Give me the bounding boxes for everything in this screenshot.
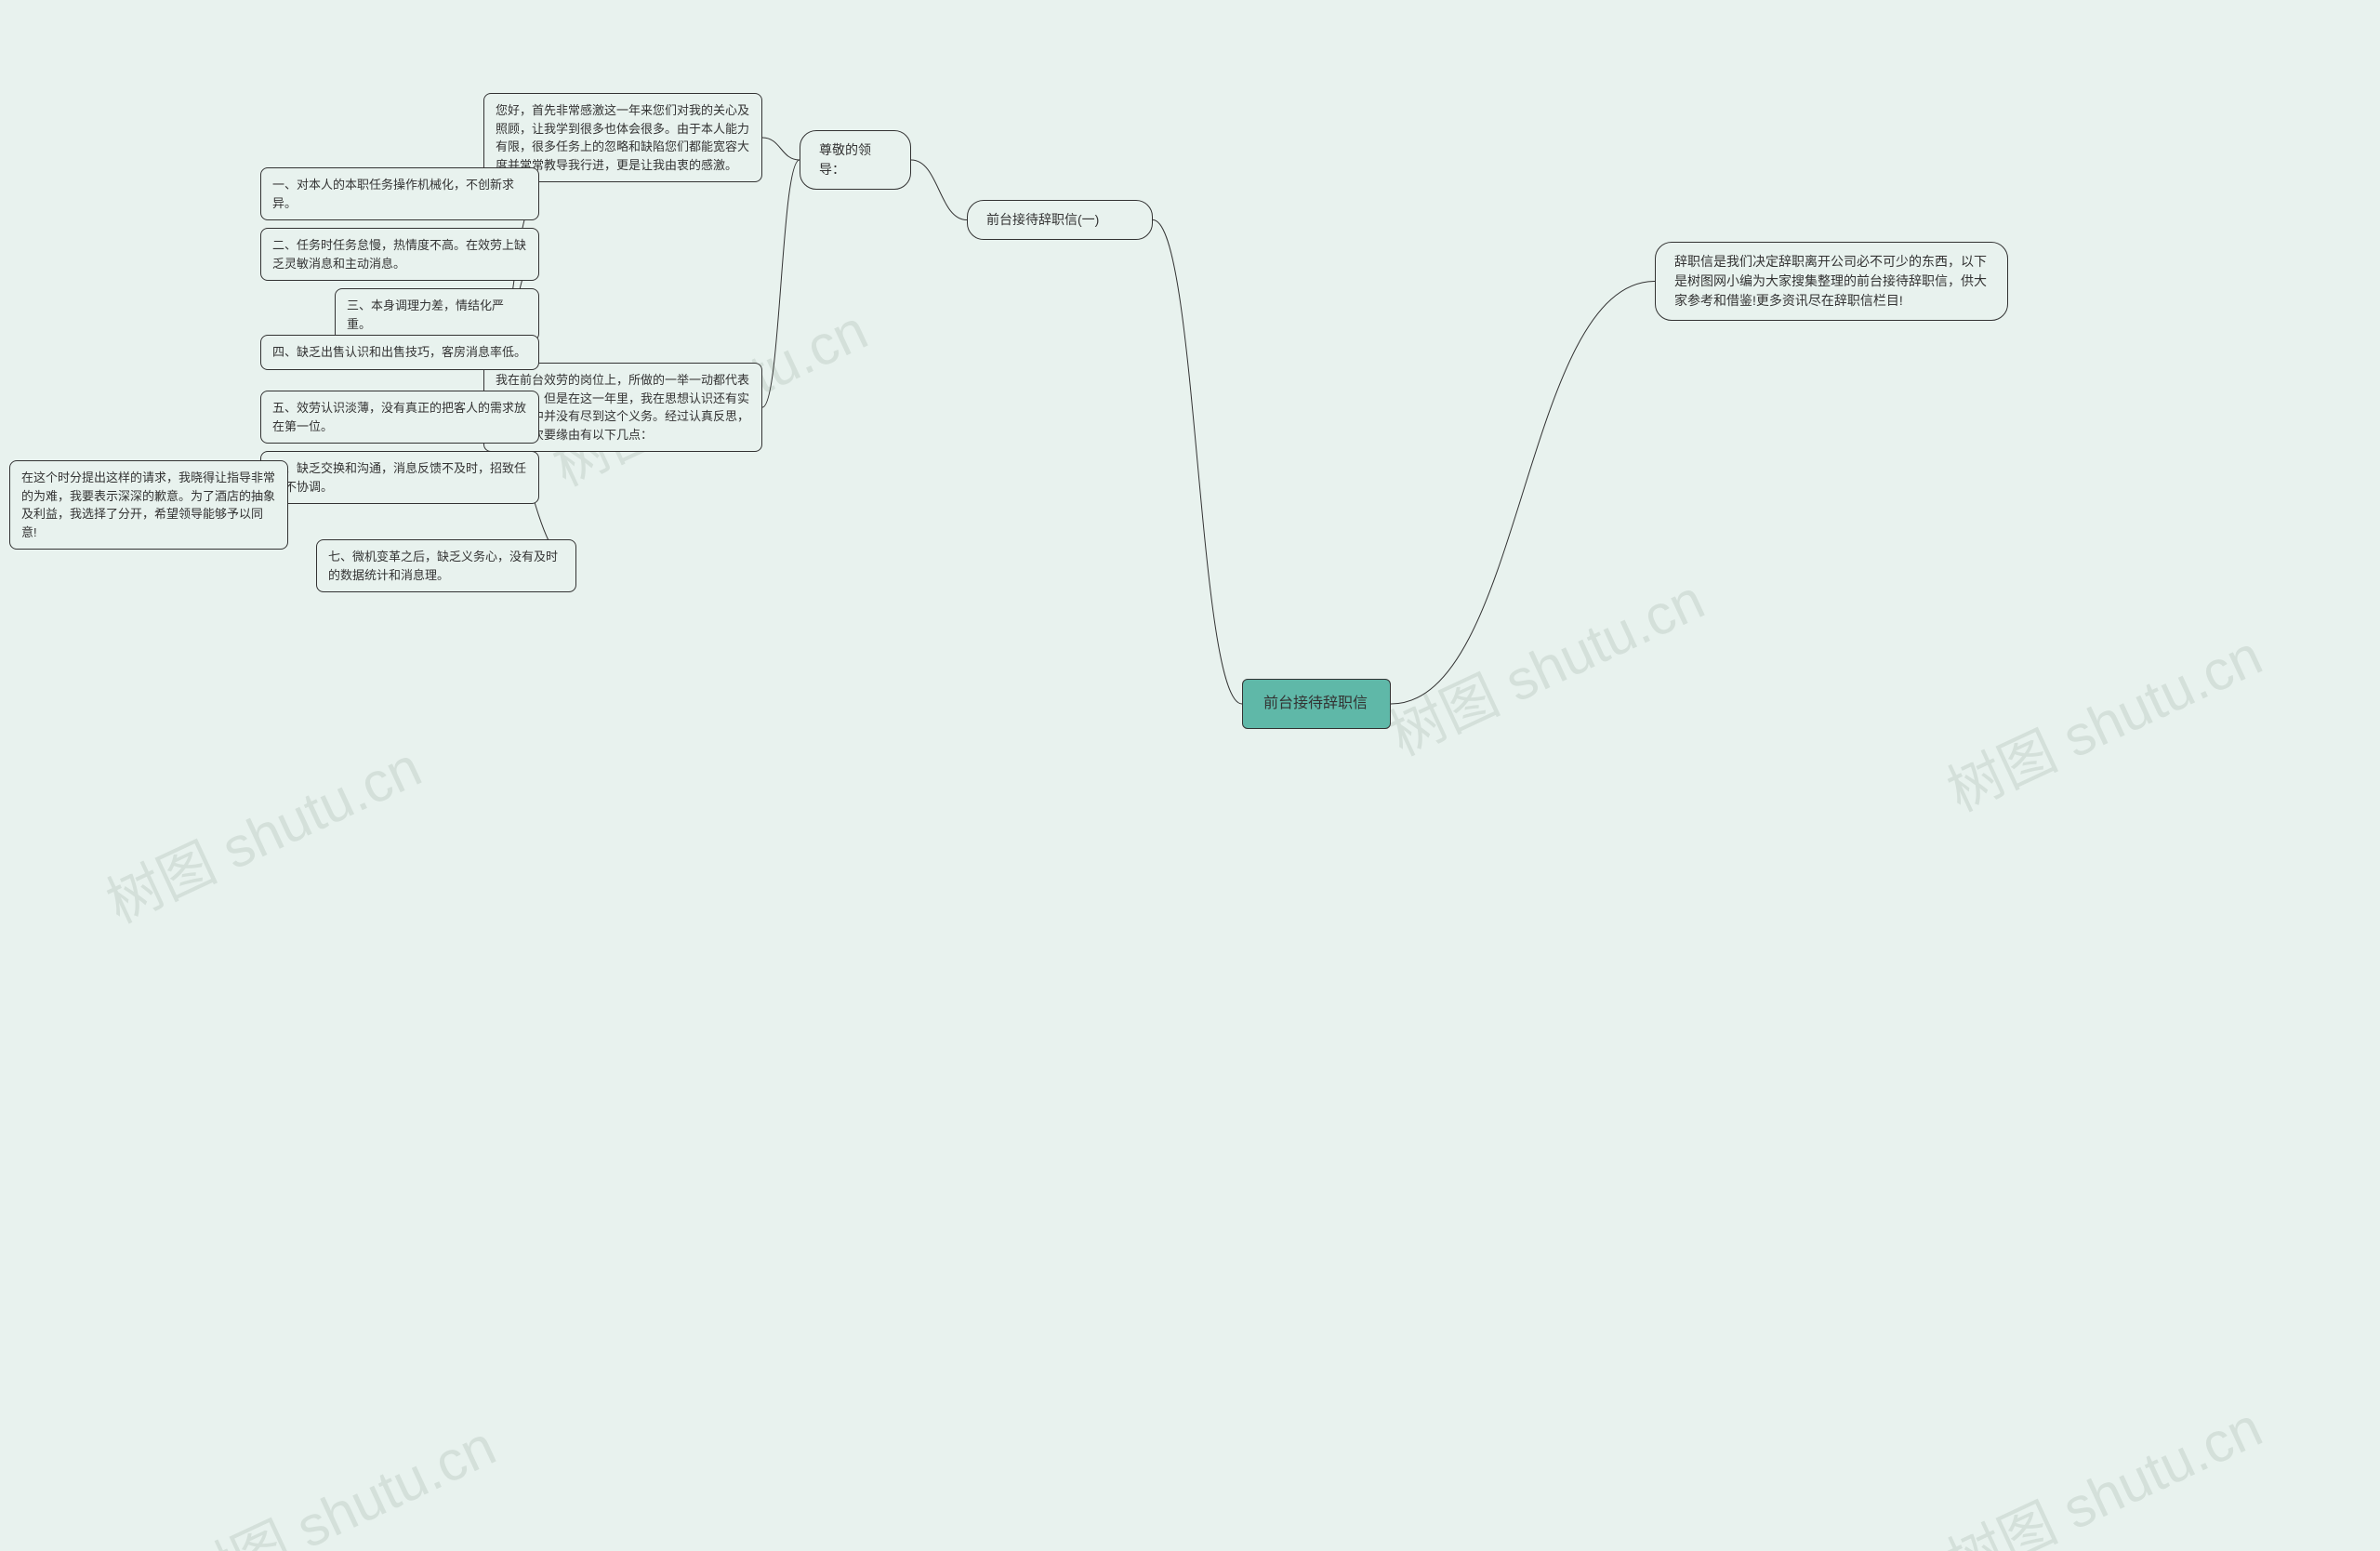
- L1p7: 七、微机变革之后，缺乏义务心，没有及时的数据统计和消息理。: [316, 539, 576, 592]
- root: 前台接待辞职信: [1242, 679, 1391, 729]
- L1c0: 在这个时分提出这样的请求，我晓得让指导非常的为难，我要表示深深的歉意。为了酒店的…: [9, 460, 288, 550]
- L1p2: 二、任务时任务怠慢，热情度不高。在效劳上缺乏灵敏消息和主动消息。: [260, 228, 539, 281]
- L1-title: 前台接待辞职信(一): [967, 200, 1153, 240]
- intro: 辞职信是我们决定辞职离开公司必不可少的东西，以下是树图网小编为大家搜集整理的前台…: [1655, 242, 2008, 321]
- L1p1: 一、对本人的本职任务操作机械化，不创新求异。: [260, 167, 539, 220]
- L1p3: 三、本身调理力差，情结化严重。: [335, 288, 539, 341]
- L1p4: 四、缺乏出售认识和出售技巧，客房消息率低。: [260, 335, 539, 370]
- L1p6: 六、缺乏交换和沟通，消息反馈不及时，招致任务不协调。: [260, 451, 539, 504]
- L1s: 尊敬的领导：: [800, 130, 911, 190]
- L1p5: 五、效劳认识淡薄，没有真正的把客人的需求放在第一位。: [260, 391, 539, 444]
